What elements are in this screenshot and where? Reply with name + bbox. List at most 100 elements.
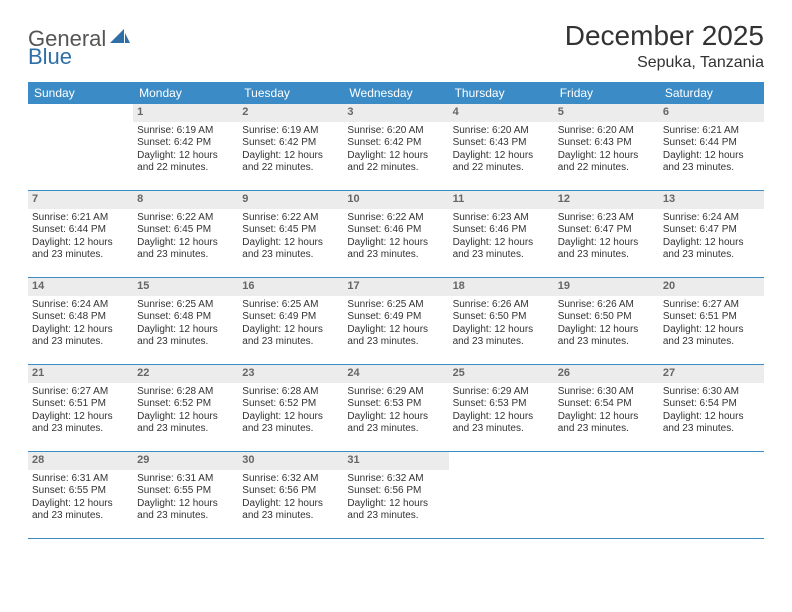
sunrise-text: Sunrise: 6:30 AM xyxy=(663,386,760,399)
sunset-text: Sunset: 6:42 PM xyxy=(347,137,444,150)
day-number: 6 xyxy=(659,104,764,122)
sunrise-text: Sunrise: 6:24 AM xyxy=(663,212,760,225)
day-number: 16 xyxy=(238,278,343,296)
day-number: 8 xyxy=(133,191,238,209)
daylight-text: Daylight: 12 hours and 23 minutes. xyxy=(347,324,444,349)
daylight-text: Daylight: 12 hours and 23 minutes. xyxy=(663,324,760,349)
weekday-header-row: SundayMondayTuesdayWednesdayThursdayFrid… xyxy=(28,82,764,104)
sunset-text: Sunset: 6:45 PM xyxy=(137,224,234,237)
daylight-text: Daylight: 12 hours and 22 minutes. xyxy=(558,150,655,175)
day-number: 3 xyxy=(343,104,448,122)
day-number: 7 xyxy=(28,191,133,209)
day-number xyxy=(28,104,133,122)
sunrise-text: Sunrise: 6:20 AM xyxy=(453,125,550,138)
sunset-text: Sunset: 6:49 PM xyxy=(347,311,444,324)
sunrise-text: Sunrise: 6:32 AM xyxy=(242,473,339,486)
sunrise-text: Sunrise: 6:25 AM xyxy=(347,299,444,312)
sunrise-text: Sunrise: 6:29 AM xyxy=(347,386,444,399)
weekday-header: Friday xyxy=(554,82,659,104)
day-cell: 6Sunrise: 6:21 AMSunset: 6:44 PMDaylight… xyxy=(659,104,764,190)
daylight-text: Daylight: 12 hours and 22 minutes. xyxy=(453,150,550,175)
day-cell: 21Sunrise: 6:27 AMSunset: 6:51 PMDayligh… xyxy=(28,365,133,451)
day-cell: 17 Sunrise: 6:25 AMSunset: 6:49 PMDayligh… xyxy=(343,278,448,364)
day-cell: 27Sunrise: 6:30 AMSunset: 6:54 PMDayligh… xyxy=(659,365,764,451)
week-row: 14Sunrise: 6:24 AMSunset: 6:48 PMDayligh… xyxy=(28,278,764,365)
sunrise-text: Sunrise: 6:22 AM xyxy=(347,212,444,225)
sunrise-text: Sunrise: 6:29 AM xyxy=(453,386,550,399)
week-row: 7Sunrise: 6:21 AMSunset: 6:44 PMDaylight… xyxy=(28,191,764,278)
daylight-text: Daylight: 12 hours and 23 minutes. xyxy=(242,498,339,523)
daylight-text: Daylight: 12 hours and 23 minutes. xyxy=(137,237,234,262)
sunset-text: Sunset: 6:51 PM xyxy=(32,398,129,411)
daylight-text: Daylight: 12 hours and 22 minutes. xyxy=(347,150,444,175)
sunrise-text: Sunrise: 6:22 AM xyxy=(242,212,339,225)
page-header: General December 2025 Sepuka, Tanzania xyxy=(28,20,764,72)
week-row: 1Sunrise: 6:19 AMSunset: 6:42 PMDaylight… xyxy=(28,104,764,191)
sunset-text: Sunset: 6:43 PM xyxy=(558,137,655,150)
daylight-text: Daylight: 12 hours and 23 minutes. xyxy=(347,411,444,436)
day-cell: 30Sunrise: 6:32 AMSunset: 6:56 PMDayligh… xyxy=(238,452,343,538)
day-cell xyxy=(659,452,764,538)
day-cell: 14Sunrise: 6:24 AMSunset: 6:48 PMDayligh… xyxy=(28,278,133,364)
day-cell: 7Sunrise: 6:21 AMSunset: 6:44 PMDaylight… xyxy=(28,191,133,277)
daylight-text: Daylight: 12 hours and 23 minutes. xyxy=(453,411,550,436)
daylight-text: Daylight: 12 hours and 23 minutes. xyxy=(32,237,129,262)
sail-icon xyxy=(110,29,130,50)
day-cell: 1Sunrise: 6:19 AMSunset: 6:42 PMDaylight… xyxy=(133,104,238,190)
calendar-grid: SundayMondayTuesdayWednesdayThursdayFrid… xyxy=(28,82,764,539)
day-cell: 26Sunrise: 6:30 AMSunset: 6:54 PMDayligh… xyxy=(554,365,659,451)
day-number: 12 xyxy=(554,191,659,209)
day-cell: 12Sunrise: 6:23 AMSunset: 6:47 PMDayligh… xyxy=(554,191,659,277)
daylight-text: Daylight: 12 hours and 23 minutes. xyxy=(137,324,234,349)
weekday-header: Thursday xyxy=(449,82,554,104)
day-number xyxy=(449,452,554,470)
day-number: 27 xyxy=(659,365,764,383)
sunset-text: Sunset: 6:54 PM xyxy=(558,398,655,411)
day-number: 22 xyxy=(133,365,238,383)
sunset-text: Sunset: 6:56 PM xyxy=(347,485,444,498)
day-cell: 18Sunrise: 6:26 AMSunset: 6:50 PMDayligh… xyxy=(449,278,554,364)
week-row: 21Sunrise: 6:27 AMSunset: 6:51 PMDayligh… xyxy=(28,365,764,452)
day-number: 28 xyxy=(28,452,133,470)
day-cell: 19Sunrise: 6:26 AMSunset: 6:50 PMDayligh… xyxy=(554,278,659,364)
day-cell: 13Sunrise: 6:24 AMSunset: 6:47 PMDayligh… xyxy=(659,191,764,277)
sunrise-text: Sunrise: 6:28 AM xyxy=(137,386,234,399)
daylight-text: Daylight: 12 hours and 23 minutes. xyxy=(242,324,339,349)
day-number: 17 xyxy=(343,278,448,296)
day-number: 11 xyxy=(449,191,554,209)
weekday-header: Wednesday xyxy=(343,82,448,104)
daylight-text: Daylight: 12 hours and 23 minutes. xyxy=(663,150,760,175)
day-number: 2 xyxy=(238,104,343,122)
daylight-text: Daylight: 12 hours and 23 minutes. xyxy=(558,237,655,262)
sunrise-text: Sunrise: 6:26 AM xyxy=(453,299,550,312)
sunrise-text: Sunrise: 6:27 AM xyxy=(32,386,129,399)
sunset-text: Sunset: 6:48 PM xyxy=(32,311,129,324)
daylight-text: Daylight: 12 hours and 23 minutes. xyxy=(137,411,234,436)
daylight-text: Daylight: 12 hours and 23 minutes. xyxy=(242,237,339,262)
sunset-text: Sunset: 6:51 PM xyxy=(663,311,760,324)
sunset-text: Sunset: 6:43 PM xyxy=(453,137,550,150)
sunrise-text: Sunrise: 6:19 AM xyxy=(242,125,339,138)
weekday-header: Saturday xyxy=(659,82,764,104)
day-number: 4 xyxy=(449,104,554,122)
day-number: 1 xyxy=(133,104,238,122)
sunset-text: Sunset: 6:54 PM xyxy=(663,398,760,411)
day-cell: 25Sunrise: 6:29 AMSunset: 6:53 PMDayligh… xyxy=(449,365,554,451)
sunset-text: Sunset: 6:48 PM xyxy=(137,311,234,324)
weekday-header: Monday xyxy=(133,82,238,104)
sunrise-text: Sunrise: 6:30 AM xyxy=(558,386,655,399)
day-number: 9 xyxy=(238,191,343,209)
sunset-text: Sunset: 6:42 PM xyxy=(137,137,234,150)
sunrise-text: Sunrise: 6:22 AM xyxy=(137,212,234,225)
sunset-text: Sunset: 6:50 PM xyxy=(558,311,655,324)
sunrise-text: Sunrise: 6:25 AM xyxy=(137,299,234,312)
day-cell: 8 Sunrise: 6:22 AMSunset: 6:45 PMDaylight… xyxy=(133,191,238,277)
sunset-text: Sunset: 6:47 PM xyxy=(663,224,760,237)
sunrise-text: Sunrise: 6:31 AM xyxy=(137,473,234,486)
sunrise-text: Sunrise: 6:24 AM xyxy=(32,299,129,312)
day-cell xyxy=(28,104,133,190)
day-number: 13 xyxy=(659,191,764,209)
calendar-page: General December 2025 Sepuka, Tanzania B… xyxy=(0,0,792,559)
weekday-header: Tuesday xyxy=(238,82,343,104)
day-number: 19 xyxy=(554,278,659,296)
